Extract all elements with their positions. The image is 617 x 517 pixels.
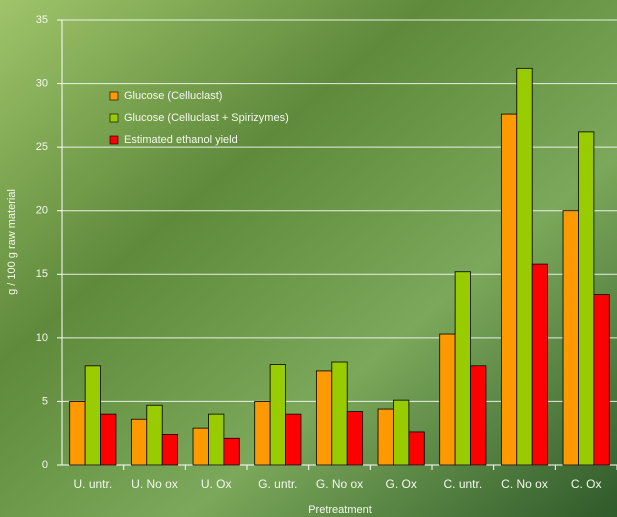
x-tick-label: G. untr. <box>258 477 297 491</box>
y-tick-label: 10 <box>36 332 48 344</box>
legend-label: Estimated ethanol yield <box>124 134 238 146</box>
y-tick-label: 25 <box>36 141 48 153</box>
y-tick-label: 15 <box>36 268 48 280</box>
y-axis-label: g / 100 g raw material <box>6 189 18 295</box>
bar <box>146 404 163 466</box>
x-tick-label: C. No ox <box>501 477 548 491</box>
y-tick-label: 35 <box>36 14 48 26</box>
bar <box>100 413 117 466</box>
bar <box>331 361 348 466</box>
bar <box>84 365 101 466</box>
bar <box>562 210 579 466</box>
y-tick-label: 30 <box>36 77 48 89</box>
bar <box>346 411 364 466</box>
x-tick-label: G. Ox <box>385 477 416 491</box>
y-tick-label: 5 <box>42 395 48 407</box>
x-axis-label: Pretreatment <box>308 504 372 516</box>
x-tick-label: U. Ox <box>201 477 232 491</box>
bar <box>285 413 302 466</box>
x-tick-label: C. untr. <box>443 477 482 491</box>
y-tick-label: 20 <box>36 205 48 217</box>
bar <box>439 333 456 466</box>
legend-swatch <box>109 91 119 101</box>
bar <box>516 67 533 466</box>
bar <box>223 437 240 466</box>
y-tick-label: 0 <box>42 459 48 471</box>
bar <box>377 408 394 466</box>
bar <box>454 271 471 466</box>
x-tick-label: C. Ox <box>571 477 602 491</box>
legend-label: Glucose (Celluclast + Spirizymes) <box>124 112 289 124</box>
bar <box>393 399 410 466</box>
bar <box>130 418 148 466</box>
bar <box>69 401 86 466</box>
legend-swatch <box>109 135 119 145</box>
bar <box>161 434 179 466</box>
bar <box>408 431 425 466</box>
bar <box>500 113 518 466</box>
legend-label: Glucose (Celluclast) <box>124 90 222 102</box>
x-tick-label: G. No ox <box>316 477 363 491</box>
bar <box>192 427 209 466</box>
bar <box>593 294 610 466</box>
bar <box>208 413 225 466</box>
bar <box>254 401 271 466</box>
bar <box>269 364 286 466</box>
x-tick-label: U. No ox <box>131 477 178 491</box>
bar <box>315 370 333 466</box>
legend-swatch <box>109 113 119 123</box>
x-tick-label: U. untr. <box>73 477 112 491</box>
bar <box>470 365 487 466</box>
bar <box>578 131 595 466</box>
bar <box>531 263 549 466</box>
